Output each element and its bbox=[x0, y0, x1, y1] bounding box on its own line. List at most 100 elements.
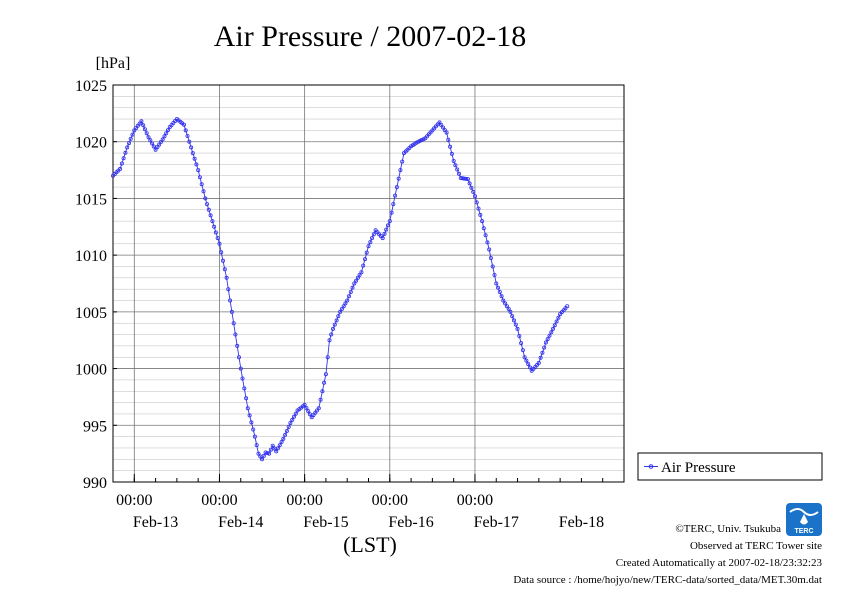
data-point bbox=[345, 298, 350, 303]
data-point bbox=[396, 176, 401, 181]
data-point bbox=[283, 432, 288, 437]
data-point bbox=[252, 434, 257, 439]
data-point bbox=[254, 443, 259, 448]
data-point bbox=[492, 272, 497, 277]
data-point bbox=[148, 138, 153, 143]
data-point bbox=[350, 285, 355, 290]
x-time-label: 00:00 bbox=[201, 492, 237, 509]
air-pressure-series bbox=[111, 117, 570, 462]
y-tick-label: 1025 bbox=[75, 78, 107, 95]
data-point bbox=[442, 128, 447, 133]
data-point bbox=[217, 241, 222, 246]
data-point bbox=[547, 333, 552, 338]
data-point bbox=[233, 332, 238, 337]
data-point bbox=[449, 151, 454, 156]
data-point bbox=[554, 319, 559, 324]
data-point bbox=[336, 314, 341, 319]
data-point bbox=[467, 181, 472, 186]
y-tick-label: 1015 bbox=[75, 191, 107, 208]
data-point bbox=[366, 244, 371, 249]
data-point bbox=[522, 355, 527, 360]
data-point bbox=[364, 250, 369, 255]
data-point bbox=[197, 175, 202, 180]
data-point bbox=[141, 123, 146, 128]
data-point bbox=[444, 130, 449, 135]
data-point bbox=[219, 250, 224, 255]
data-point bbox=[543, 340, 548, 345]
y-tick-label: 1005 bbox=[75, 305, 107, 322]
data-point bbox=[306, 409, 311, 414]
data-point bbox=[549, 330, 554, 335]
data-point bbox=[139, 119, 144, 124]
chart-title: Air Pressure / 2007-02-18 bbox=[214, 20, 526, 53]
data-point bbox=[128, 136, 133, 141]
data-point bbox=[501, 298, 506, 303]
data-point bbox=[323, 372, 328, 377]
data-point bbox=[302, 402, 307, 407]
data-point bbox=[236, 355, 241, 360]
legend-label: Air Pressure bbox=[661, 460, 736, 476]
data-point bbox=[387, 219, 392, 224]
data-point bbox=[540, 350, 545, 355]
credit-text: ©TERC, Univ. Tsukuba bbox=[675, 523, 781, 535]
data-point bbox=[474, 200, 479, 205]
data-point bbox=[451, 158, 456, 163]
data-point bbox=[249, 420, 254, 425]
data-point bbox=[286, 424, 291, 429]
data-point bbox=[275, 446, 280, 451]
data-point bbox=[265, 451, 270, 456]
data-point bbox=[157, 142, 162, 147]
data-point bbox=[472, 194, 477, 199]
data-point bbox=[291, 414, 296, 419]
data-point bbox=[348, 289, 353, 294]
data-point bbox=[123, 150, 128, 155]
data-point bbox=[551, 326, 556, 331]
data-point bbox=[362, 257, 367, 262]
data-point bbox=[545, 337, 550, 342]
data-point bbox=[462, 176, 467, 181]
data-point bbox=[524, 358, 529, 363]
y-axis-ticks: 990 995 1000 1005 1010 1015 1020 1025 bbox=[75, 78, 117, 492]
data-point bbox=[240, 376, 245, 381]
data-point bbox=[478, 212, 483, 217]
data-point bbox=[494, 281, 499, 286]
data-point bbox=[346, 294, 351, 299]
data-point bbox=[194, 162, 199, 167]
data-point bbox=[185, 133, 190, 138]
data-point bbox=[359, 270, 364, 275]
data-point bbox=[261, 453, 266, 458]
data-point bbox=[228, 298, 233, 303]
data-point bbox=[208, 213, 213, 218]
data-point bbox=[153, 147, 158, 152]
data-point bbox=[526, 361, 531, 366]
data-point bbox=[338, 309, 343, 314]
data-point bbox=[556, 315, 561, 320]
y-tick-label: 990 bbox=[83, 475, 107, 492]
data-point bbox=[201, 189, 206, 194]
data-point bbox=[520, 348, 525, 353]
legend: Air Pressure bbox=[637, 452, 823, 481]
data-point bbox=[361, 263, 366, 268]
data-point bbox=[393, 193, 398, 198]
data-point bbox=[385, 223, 390, 228]
data-point bbox=[400, 159, 405, 164]
x-time-label: 00:00 bbox=[457, 492, 493, 509]
data-point bbox=[487, 247, 492, 252]
data-point bbox=[382, 231, 387, 236]
data-point bbox=[495, 285, 500, 290]
data-point bbox=[329, 332, 334, 337]
data-point bbox=[247, 413, 252, 418]
data-point bbox=[187, 139, 192, 144]
data-point bbox=[235, 343, 240, 348]
plot-area-frame bbox=[112, 84, 625, 483]
data-point bbox=[288, 420, 293, 425]
data-point bbox=[212, 224, 217, 229]
data-point bbox=[220, 258, 225, 263]
x-date-label: Feb-17 bbox=[474, 514, 519, 531]
terc-logo: TERC bbox=[786, 503, 822, 536]
data-point bbox=[471, 189, 476, 194]
data-point bbox=[222, 267, 227, 272]
data-point bbox=[357, 272, 362, 277]
data-point bbox=[446, 137, 451, 142]
data-point bbox=[439, 123, 444, 128]
